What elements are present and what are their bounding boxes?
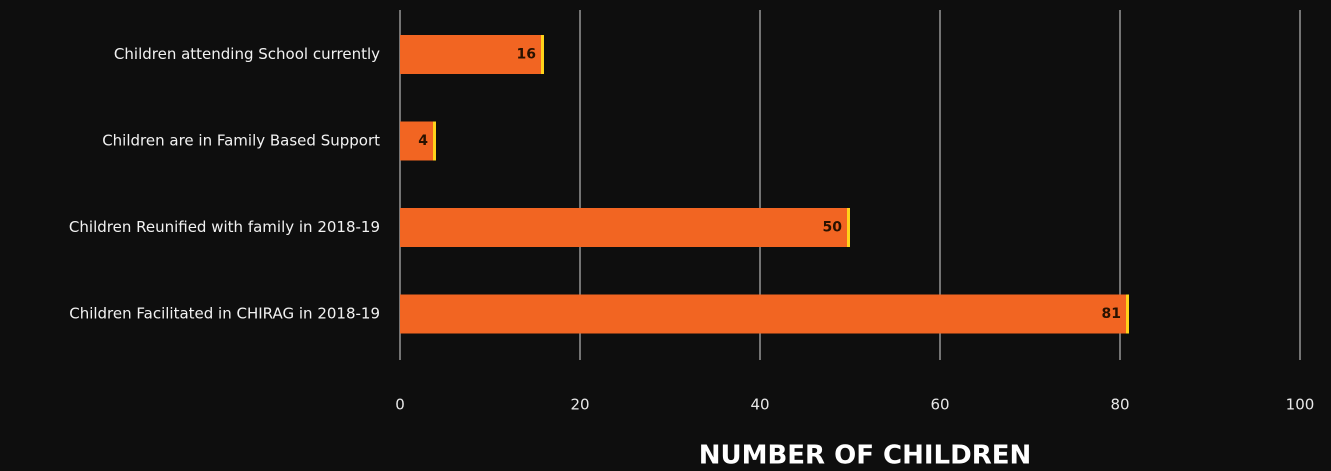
x-tick-label: 40 [750, 396, 769, 414]
y-tick-label: Children Reunified with family in 2018-1… [69, 218, 380, 236]
bar [400, 208, 850, 247]
bar-edge [433, 121, 436, 161]
bar-edge [847, 208, 850, 247]
value-label: 81 [1102, 306, 1121, 322]
bar-edge [541, 35, 544, 74]
y-tick-label: Children attending School currently [114, 45, 380, 63]
x-axis-title: NUMBER OF CHILDREN [699, 441, 1032, 471]
x-tick-label: 20 [570, 396, 589, 414]
value-label: 4 [418, 133, 428, 149]
bar [400, 35, 544, 74]
x-tick-label: 100 [1286, 396, 1315, 414]
y-tick-label: Children are in Family Based Support [102, 132, 380, 150]
value-label: 16 [517, 47, 536, 63]
value-label: 50 [823, 220, 843, 236]
bar [400, 121, 436, 161]
x-tick-label: 60 [930, 396, 949, 414]
y-tick-label: Children Facilitated in CHIRAG in 2018-1… [69, 305, 380, 323]
bar [400, 294, 1129, 334]
x-tick-label: 0 [395, 396, 405, 414]
bar-edge [1126, 294, 1129, 334]
x-tick-label: 80 [1110, 396, 1129, 414]
